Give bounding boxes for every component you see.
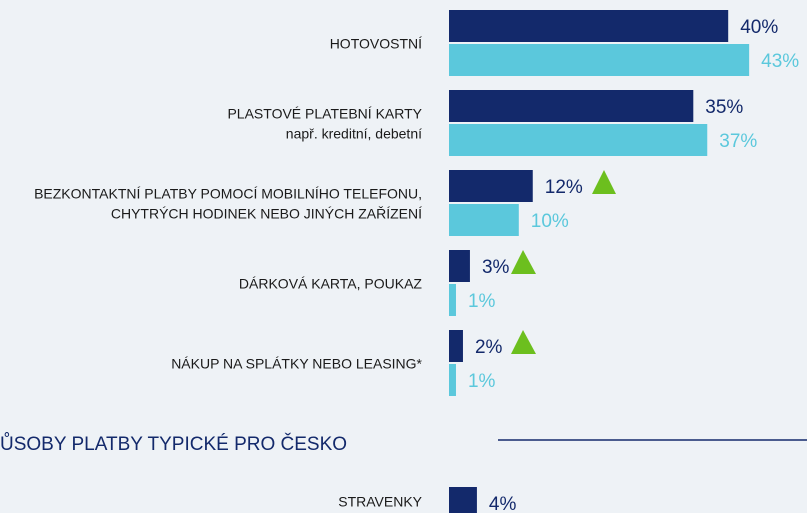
increase-marker [511, 330, 536, 354]
value-label: 35% [705, 97, 743, 118]
value-label: 37% [719, 131, 757, 152]
value-label: 43% [761, 51, 799, 72]
bar [449, 250, 470, 282]
bar [449, 364, 456, 396]
category-label: např. kreditní, debetní [286, 126, 422, 142]
value-label: 1% [468, 371, 496, 392]
value-label: 2% [475, 337, 503, 358]
bar [449, 170, 533, 202]
bar [449, 44, 750, 76]
category-label: STRAVENKY [338, 494, 422, 510]
category-label: HOTOVOSTNÍ [330, 36, 422, 52]
bar [449, 284, 456, 316]
value-label: 3% [482, 257, 510, 278]
value-label: 4% [489, 494, 517, 513]
value-label: 10% [531, 211, 569, 232]
bar [449, 124, 708, 156]
bar [449, 10, 729, 42]
value-label: 12% [545, 177, 583, 198]
category-label: CHYTRÝCH HODINEK NEBO JINÝCH ZAŘÍZENÍ [111, 206, 422, 222]
bar [449, 487, 477, 513]
increase-marker [511, 250, 536, 274]
category-label: DÁRKOVÁ KARTA, POUKAZ [239, 276, 423, 292]
increase-marker [592, 170, 616, 194]
category-label: NÁKUP NA SPLÁTKY NEBO LEASING* [171, 356, 422, 372]
bar [449, 330, 463, 362]
category-label: PLASTOVÉ PLATEBNÍ KARTY [227, 106, 422, 122]
bar [449, 204, 519, 236]
section-title: ŮSOBY PLATBY TYPICKÉ PRO ČESKO [0, 433, 347, 455]
value-label: 40% [740, 17, 778, 38]
bar [449, 90, 694, 122]
value-label: 1% [468, 291, 496, 312]
category-label: BEZKONTAKTNÍ PLATBY POMOCÍ MOBILNÍHO TEL… [34, 186, 422, 202]
